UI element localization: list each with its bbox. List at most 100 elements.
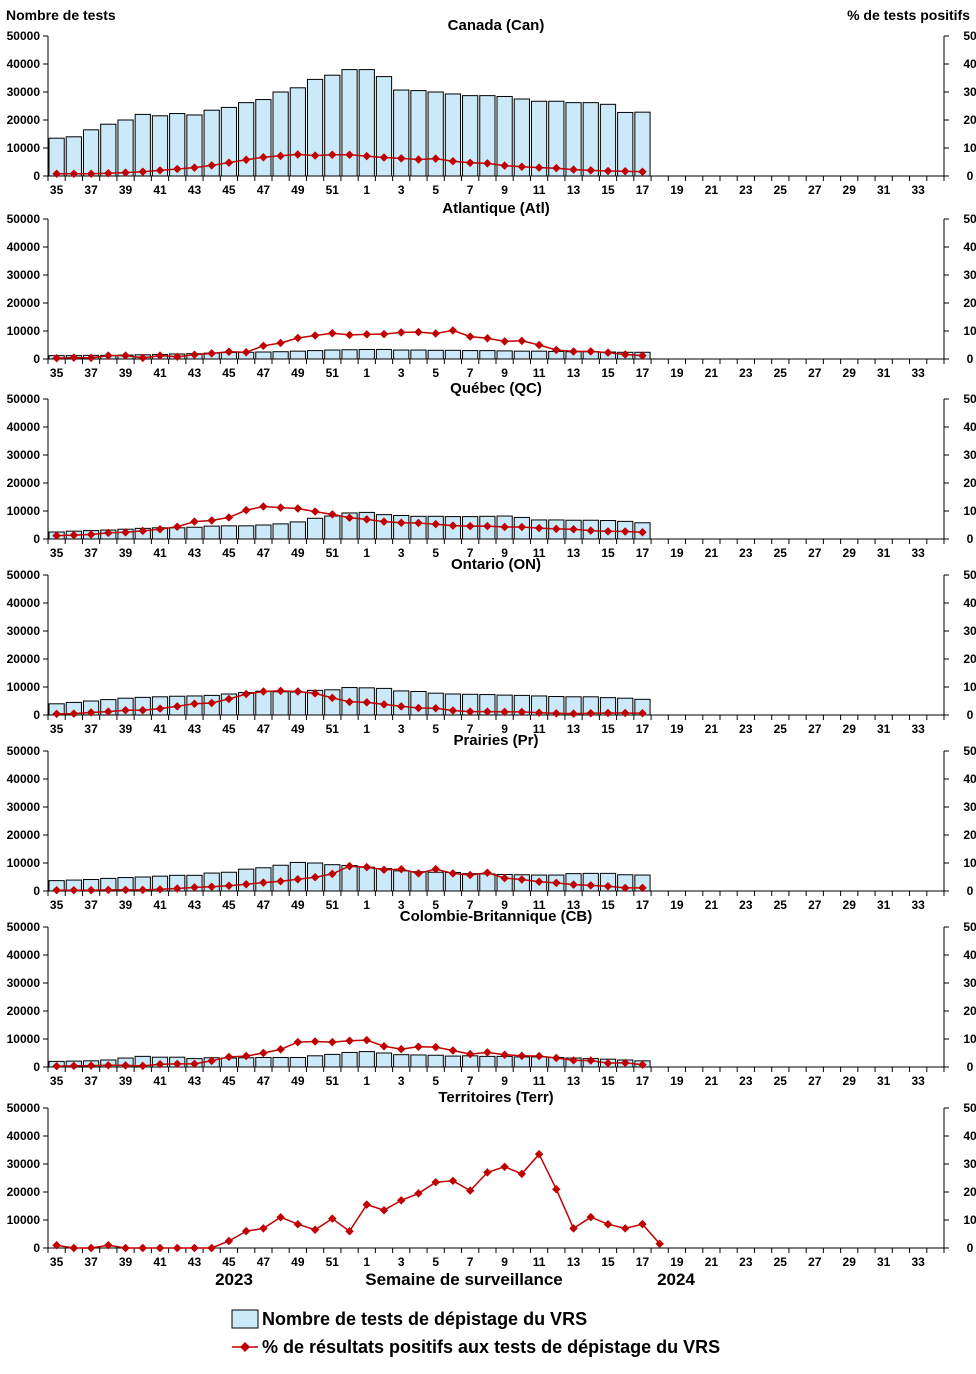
x-tick-label: 11 (533, 366, 546, 380)
point-week-46 (241, 689, 251, 699)
point-week-36 (69, 1061, 79, 1071)
x-tick-label: 19 (670, 546, 684, 560)
x-tick-label: 21 (705, 546, 719, 560)
x-tick-label: 29 (843, 1074, 857, 1088)
point-week-39 (121, 528, 130, 537)
x-axis-title: Semaine de surveillance (365, 1270, 563, 1289)
x-tick-label: 11 (533, 1074, 546, 1088)
point-week-8 (483, 521, 492, 531)
x-tick-label: 19 (670, 366, 684, 380)
x-tick-label: 47 (257, 898, 271, 912)
x-tick-label: 35 (50, 1074, 64, 1088)
point-week-44 (207, 349, 216, 358)
bar-week-51 (324, 74, 341, 177)
y-right-tick-label: 0 (967, 708, 974, 722)
y-right-tick-label: 10 (963, 1213, 976, 1227)
x-tick-label: 45 (222, 898, 236, 912)
panel-5: Colombie-Britannique (CB) 0 10000 20000 3000… (7, 908, 976, 1088)
point-week-2 (379, 1205, 389, 1215)
point-week-4 (414, 1189, 423, 1198)
point-week-48 (276, 151, 285, 161)
x-tick-label: 47 (257, 1255, 271, 1269)
x-tick-label: 5 (432, 1255, 439, 1269)
x-tick-label: 5 (432, 1074, 439, 1088)
point-week-13 (569, 880, 578, 889)
x-tick-label: 43 (188, 546, 202, 560)
x-tick-label: 13 (567, 546, 581, 560)
x-tick-label: 47 (257, 366, 271, 380)
point-week-51 (328, 510, 337, 519)
point-week-37 (86, 530, 96, 539)
x-tick-label: 39 (119, 898, 133, 912)
x-tick-label: 45 (222, 722, 236, 736)
point-week-43 (190, 883, 199, 892)
x-tick-label: 29 (843, 183, 857, 197)
bar-week-9 (496, 350, 513, 360)
y-left-tick-label: 50000 (7, 1101, 41, 1115)
y-left-tick-label: 50000 (7, 29, 41, 43)
panel-4: Prairies (Pr) 0 10000 20000 30000 40000 50000 0… (7, 732, 976, 912)
x-tick-label: 7 (467, 722, 474, 736)
point-week-14 (586, 1212, 596, 1222)
x-tick-label: 49 (291, 366, 305, 380)
y-right-tick-label: 50 (963, 568, 976, 582)
panels: Canada (Can)0100002000030000400005000001… (7, 17, 976, 1269)
y-right-tick-label: 30 (963, 448, 976, 462)
y-right-tick-label: 0 (967, 352, 974, 366)
x-tick-label: 19 (670, 722, 684, 736)
y-right-tick-label: 0 (967, 884, 974, 898)
x-tick-label: 49 (291, 1074, 305, 1088)
x-tick-label: 19 (670, 183, 684, 197)
point-week-11 (534, 163, 544, 172)
bar-week-10 (513, 350, 530, 360)
bar-week-3 (393, 870, 410, 892)
y-right-axis-title: % de tests positifs (847, 7, 970, 23)
bar-week-50 (306, 517, 324, 540)
point-week-10 (517, 522, 527, 532)
point-week-41 (155, 166, 165, 175)
point-week-40 (138, 885, 148, 895)
point-week-42 (172, 522, 182, 531)
point-week-42 (172, 1243, 182, 1253)
point-week-11 (534, 877, 544, 886)
x-tick-label: 7 (467, 546, 474, 560)
y-left-tick-label: 0 (33, 352, 40, 366)
x-tick-label: 11 (533, 722, 546, 736)
bar-week-43 (186, 526, 203, 540)
y-left-tick-label: 20000 (7, 652, 41, 666)
y-right-tick-label: 30 (963, 624, 976, 638)
y-left-tick-label: 10000 (7, 680, 41, 694)
bar-week-1 (358, 1051, 375, 1068)
point-week-39 (121, 1243, 130, 1253)
y-left-tick-label: 10000 (7, 141, 41, 155)
x-tick-label: 49 (291, 1255, 305, 1269)
point-week-1 (362, 330, 372, 339)
x-tick-label: 33 (911, 898, 925, 912)
x-tick-label: 45 (222, 1074, 236, 1088)
point-week-45 (224, 513, 234, 522)
x-tick-label: 1 (363, 722, 370, 736)
x-tick-label: 3 (398, 722, 405, 736)
bar-week-4 (410, 1054, 427, 1068)
point-week-5 (431, 1042, 440, 1052)
bar-week-3 (393, 1054, 410, 1068)
x-tick-label: 13 (567, 366, 581, 380)
x-tick-label: 45 (222, 366, 236, 380)
point-week-14 (586, 526, 596, 535)
point-week-16 (620, 1058, 630, 1068)
point-week-14 (586, 709, 596, 718)
bar-week-2 (375, 1052, 393, 1068)
x-tick-label: 3 (398, 366, 405, 380)
y-right-tick-label: 20 (963, 828, 976, 842)
legend-line-marker (240, 1342, 250, 1352)
point-week-47 (259, 502, 268, 511)
y-left-tick-label: 50000 (7, 744, 41, 758)
y-left-tick-label: 50000 (7, 212, 41, 226)
point-week-50 (310, 1225, 320, 1235)
x-tick-label: 35 (50, 1255, 64, 1269)
y-right-tick-label: 0 (967, 1241, 974, 1255)
x-tick-label: 39 (119, 546, 133, 560)
point-week-50 (310, 151, 320, 160)
x-tick-label: 43 (188, 183, 202, 197)
point-week-5 (431, 329, 440, 338)
